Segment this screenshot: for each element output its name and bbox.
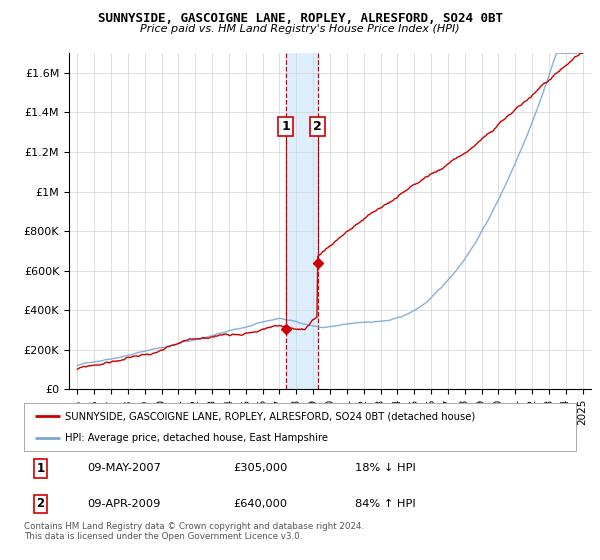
- Text: Contains HM Land Registry data © Crown copyright and database right 2024.
This d: Contains HM Land Registry data © Crown c…: [24, 522, 364, 542]
- Text: £640,000: £640,000: [234, 499, 288, 509]
- Text: 1: 1: [281, 120, 290, 133]
- Text: SUNNYSIDE, GASCOIGNE LANE, ROPLEY, ALRESFORD, SO24 0BT (detached house): SUNNYSIDE, GASCOIGNE LANE, ROPLEY, ALRES…: [65, 411, 476, 421]
- Text: 84% ↑ HPI: 84% ↑ HPI: [355, 499, 416, 509]
- Text: SUNNYSIDE, GASCOIGNE LANE, ROPLEY, ALRESFORD, SO24 0BT: SUNNYSIDE, GASCOIGNE LANE, ROPLEY, ALRES…: [97, 12, 503, 25]
- Text: HPI: Average price, detached house, East Hampshire: HPI: Average price, detached house, East…: [65, 433, 328, 443]
- Text: 2: 2: [313, 120, 322, 133]
- Text: £305,000: £305,000: [234, 464, 288, 473]
- Bar: [286, 53, 318, 389]
- Text: 18% ↓ HPI: 18% ↓ HPI: [355, 464, 416, 473]
- Text: Price paid vs. HM Land Registry's House Price Index (HPI): Price paid vs. HM Land Registry's House …: [140, 24, 460, 34]
- Text: 09-APR-2009: 09-APR-2009: [88, 499, 161, 509]
- Text: 2: 2: [37, 497, 44, 510]
- Text: 1: 1: [37, 462, 44, 475]
- Text: 09-MAY-2007: 09-MAY-2007: [88, 464, 161, 473]
